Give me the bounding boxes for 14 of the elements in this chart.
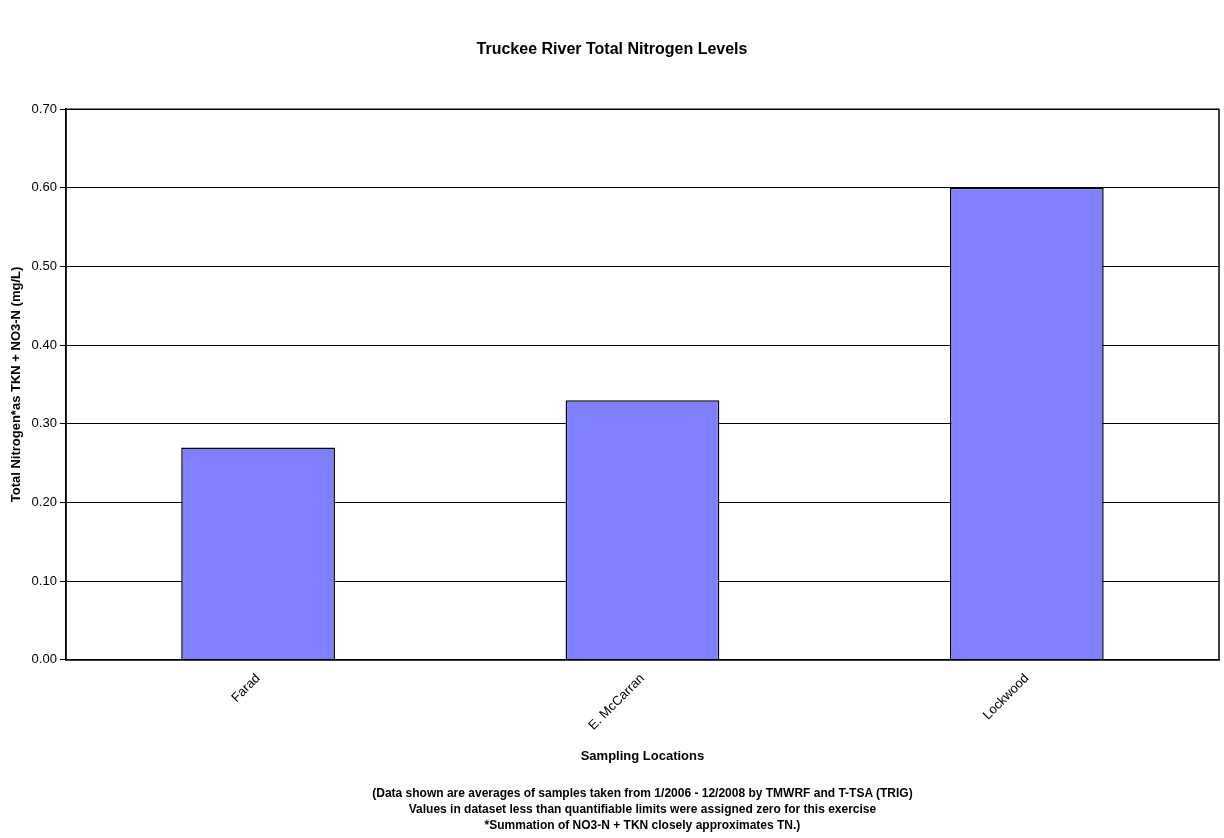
y-tick-label: 0.50 — [31, 258, 57, 274]
y-tick-label: 0.30 — [31, 415, 57, 431]
text: (Data shown are averages of samples taken from 1/2006 - 12/2008 by TMWRF and T-TSA (TRIG) — [372, 786, 913, 801]
chart-title: Truckee River Total Nitrogen Levels — [476, 40, 748, 58]
y-axis-title: Total Nitrogen*as TKN + NO3-N (mg/L) — [8, 266, 24, 503]
text: *Summation of NO3-N + TKN closely approximates TN.) — [484, 818, 801, 833]
y-tick-label: 0.10 — [31, 572, 57, 588]
y-tick-label: 0.00 — [31, 651, 57, 667]
y-tick-label: 0.20 — [31, 494, 57, 510]
x-axis-title: Sampling Locations — [580, 747, 705, 763]
y-tick-label: 0.70 — [31, 100, 57, 116]
text: Values in dataset less than quantifiable limits were assigned zero for this exercise — [408, 802, 877, 817]
y-tick-label: 0.40 — [31, 336, 57, 352]
y-tick-label: 0.60 — [31, 179, 57, 195]
